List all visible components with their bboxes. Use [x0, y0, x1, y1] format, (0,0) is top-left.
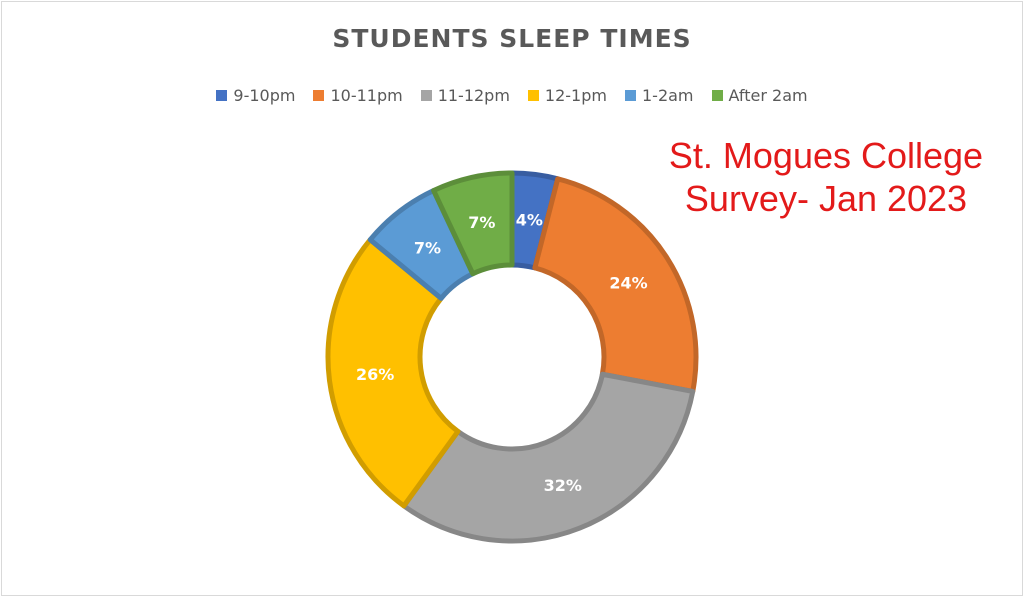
survey-annotation: St. Mogues College Survey- Jan 2023: [636, 134, 1016, 220]
legend-item-12-1pm: 12-1pm: [527, 86, 607, 105]
legend-label: 12-1pm: [544, 86, 607, 105]
annotation-line-1: St. Mogues College: [668, 135, 984, 176]
legend-label: After 2am: [728, 86, 808, 105]
legend-item-11-12pm: 11-12pm: [420, 86, 510, 105]
data-label-after-2am: 7%: [468, 213, 495, 232]
data-label-1-2am: 7%: [414, 238, 441, 257]
chart-title: STUDENTS SLEEP TIMES: [332, 24, 692, 53]
slice-after-2am: [431, 170, 515, 277]
data-label-9-10pm: 4%: [516, 211, 543, 230]
data-label-10-11pm: 24%: [609, 274, 647, 293]
slice-11-12pm: [401, 371, 696, 544]
labels-group: 4% 24% 32% 26% 7% 7%: [356, 211, 648, 495]
chart-legend: 9-10pm 10-11pm 11-12pm 12-1pm 1-2am Afte…: [0, 86, 1024, 105]
legend-item-after-2am: After 2am: [711, 86, 808, 105]
legend-swatch: [313, 90, 325, 101]
legend-swatch: [711, 90, 723, 101]
legend-swatch: [624, 90, 636, 101]
legend-item-9-10pm: 9-10pm: [216, 86, 295, 105]
data-label-12-1pm: 26%: [356, 365, 394, 384]
legend-swatch: [420, 90, 432, 101]
legend-item-10-11pm: 10-11pm: [313, 86, 403, 105]
legend-swatch: [216, 90, 228, 101]
slices-group: [325, 170, 699, 544]
legend-swatch: [527, 90, 539, 101]
annotation-line-2: Survey- Jan 2023: [684, 178, 968, 219]
legend-label: 11-12pm: [437, 86, 510, 105]
slice-10-11pm: [532, 176, 699, 394]
legend-label: 1-2am: [641, 86, 694, 105]
data-label-11-12pm: 32%: [544, 476, 582, 495]
legend-item-1-2am: 1-2am: [624, 86, 694, 105]
legend-label: 10-11pm: [330, 86, 403, 105]
legend-label: 9-10pm: [233, 86, 296, 105]
slice-12-1pm: [325, 237, 461, 509]
